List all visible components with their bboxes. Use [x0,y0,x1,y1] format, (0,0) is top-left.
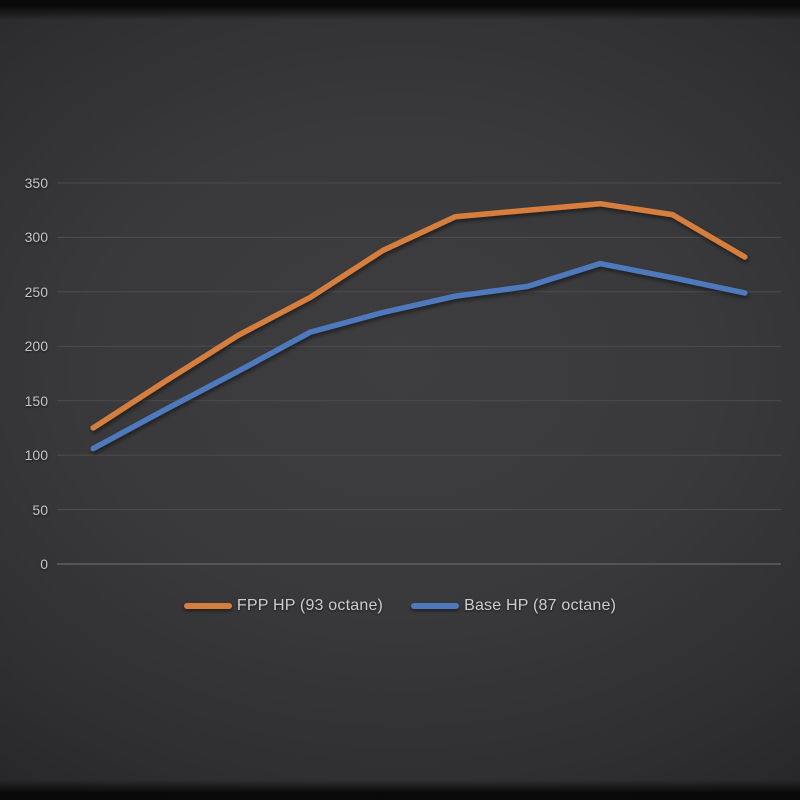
y-tick-label-300: 300 [24,229,48,246]
y-tick-label-350: 350 [24,175,48,191]
y-axis-labels: 0 50 100 150 200 250 300 350 [0,0,48,600]
y-tick-label-100: 100 [24,447,48,464]
legend-item-base-hp: Base HP (87 octane) [411,597,616,615]
y-tick-label-200: 200 [24,338,48,355]
y-tick-label-50: 50 [32,501,48,518]
legend-item-fpp-hp: FPP HP (93 octane) [183,597,384,615]
legend-label-base-hp: Base HP (87 octane) [464,597,617,614]
y-tick-label-250: 250 [24,283,48,300]
legend-marker-base-hp [411,603,460,609]
legend-label-fpp-hp: FPP HP (93 octane) [236,597,384,614]
y-tick-label-150: 150 [24,392,48,409]
y-tick-label-0: 0 [40,556,48,572]
series-line-base-hp [90,260,748,452]
series-line-fpp-hp [90,200,748,431]
legend-marker-fpp-hp [183,603,232,609]
legend: FPP HP (93 octane) Base HP (87 octane) [0,597,800,615]
